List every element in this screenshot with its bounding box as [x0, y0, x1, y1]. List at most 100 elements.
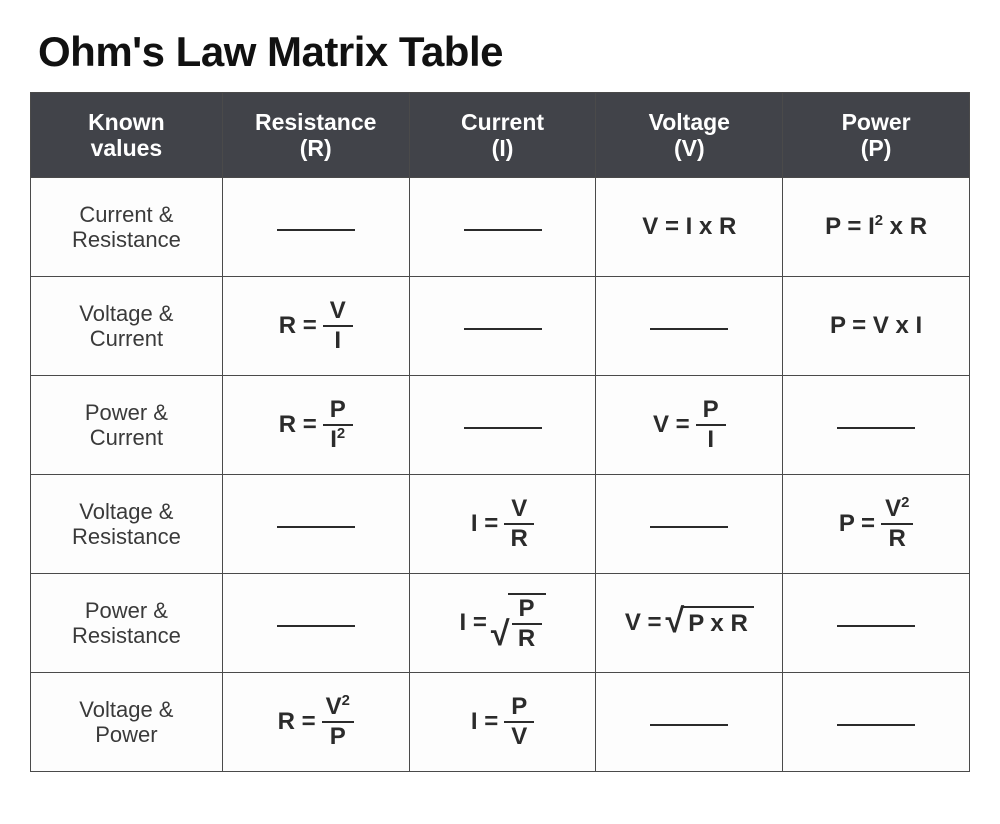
table-cell: [409, 277, 596, 376]
row-label: Voltage &Current: [31, 277, 223, 376]
fraction: VI: [323, 297, 353, 355]
table-header-row: Known values Resistance (R) Current (I) …: [31, 93, 970, 178]
empty-dash: [277, 526, 355, 528]
fraction-numerator: P: [504, 693, 534, 723]
empty-dash: [464, 328, 542, 330]
table-cell: I =√PR: [409, 574, 596, 673]
fraction-denominator: I: [696, 426, 726, 454]
fraction-num-super: 2: [342, 693, 350, 709]
empty-dash: [277, 625, 355, 627]
radical-sign: √: [666, 607, 685, 636]
fraction-num-text: P: [330, 396, 346, 423]
col-header-sub: (P): [787, 135, 965, 161]
empty-dash: [837, 724, 915, 726]
empty-dash: [650, 724, 728, 726]
fraction-denominator: V: [504, 723, 534, 751]
fraction-denominator: I2: [323, 426, 353, 454]
fraction-denominator: R: [504, 525, 534, 553]
col-header-sub: (R): [227, 135, 405, 161]
ohms-law-matrix-table: Known values Resistance (R) Current (I) …: [30, 92, 970, 772]
fraction-num-text: P: [519, 595, 535, 622]
equation-super: 2: [875, 213, 883, 229]
table-cell: [596, 673, 783, 772]
fraction: VR: [504, 495, 534, 553]
fraction-den-text: I: [334, 327, 341, 354]
fraction: V2R: [881, 495, 913, 553]
table-cell: [409, 376, 596, 475]
table-cell: V = I x R: [596, 178, 783, 277]
table-cell: [222, 574, 409, 673]
fraction-num-text: V: [330, 297, 346, 324]
table-row: Current &ResistanceV = I x RP = I2 x R: [31, 178, 970, 277]
equation-lhs: P =: [839, 510, 875, 538]
equation-lhs: I =: [471, 510, 498, 538]
row-label-line: Voltage &: [31, 301, 222, 326]
table-cell: [596, 475, 783, 574]
empty-dash: [837, 625, 915, 627]
col-header-sub: (V): [600, 135, 778, 161]
fraction: V2 P: [322, 693, 354, 751]
col-header-text: Power: [842, 109, 911, 135]
empty-dash: [650, 526, 728, 528]
equation-lhs: R =: [278, 708, 316, 736]
col-header-sub: (I): [414, 135, 592, 161]
table-row: Voltage &Resistance I = VR P = V2R: [31, 475, 970, 574]
empty-dash: [837, 427, 915, 429]
table-cell: [783, 673, 970, 772]
fraction-num-text: P: [703, 396, 719, 423]
fraction-denominator: I: [323, 327, 353, 355]
row-label: Voltage &Resistance: [31, 475, 223, 574]
equation: I = VR: [471, 495, 534, 553]
table-row: Power &ResistanceI =√PRV = √ P x R: [31, 574, 970, 673]
empty-dash: [464, 229, 542, 231]
equation-part: P = I: [825, 213, 875, 240]
fraction: PR: [512, 595, 542, 653]
fraction: PV: [504, 693, 534, 751]
table-row: Voltage &CurrentR = VIP = V x I: [31, 277, 970, 376]
equation: V = √ P x R: [625, 606, 754, 640]
col-header-power: Power (P): [783, 93, 970, 178]
fraction-numerator: V: [504, 495, 534, 525]
row-label-line: Current: [31, 425, 222, 450]
table-cell: [783, 376, 970, 475]
radical: √PR: [491, 593, 546, 653]
table-row: Power &CurrentR = PI2V = PI: [31, 376, 970, 475]
table-cell: V = PI: [596, 376, 783, 475]
table-row: Voltage &PowerR = V2PI = PV: [31, 673, 970, 772]
equation: P = V2R: [839, 495, 914, 553]
row-label-line: Resistance: [31, 623, 222, 648]
radicand: PR: [508, 593, 546, 653]
fraction: PI: [696, 396, 726, 454]
fraction-denominator: P: [323, 723, 353, 751]
table-cell: P = I2 x R: [783, 178, 970, 277]
fraction-den-super: 2: [337, 426, 345, 442]
col-header-resistance: Resistance (R): [222, 93, 409, 178]
radical-sign: √: [491, 620, 510, 649]
fraction-denominator: R: [512, 625, 542, 653]
empty-dash: [650, 328, 728, 330]
table-cell: I = PV: [409, 673, 596, 772]
fraction-numerator: P: [696, 396, 726, 426]
fraction-numerator: V: [323, 297, 353, 327]
equation: I =√PR: [460, 593, 546, 653]
table-cell: [596, 277, 783, 376]
fraction-num-text: V: [511, 495, 527, 522]
row-label: Power &Resistance: [31, 574, 223, 673]
equation: R = P I2: [279, 396, 353, 454]
page: Ohm's Law Matrix Table Known values Resi…: [0, 0, 1000, 824]
col-header-voltage: Voltage (V): [596, 93, 783, 178]
col-header-known: Known values: [31, 93, 223, 178]
table-cell: V = √ P x R: [596, 574, 783, 673]
table-cell: P = V2R: [783, 475, 970, 574]
table-cell: [409, 178, 596, 277]
equation: I = PV: [471, 693, 534, 751]
table-cell: [222, 475, 409, 574]
table-cell: [222, 178, 409, 277]
table-body: Current &ResistanceV = I x RP = I2 x RVo…: [31, 178, 970, 772]
fraction-num-text: V: [326, 693, 342, 720]
equation-lhs: R =: [279, 411, 317, 439]
row-label: Power &Current: [31, 376, 223, 475]
equation-part: x R: [883, 213, 927, 240]
row-label: Voltage &Power: [31, 673, 223, 772]
table-cell: R = V2 P: [222, 673, 409, 772]
